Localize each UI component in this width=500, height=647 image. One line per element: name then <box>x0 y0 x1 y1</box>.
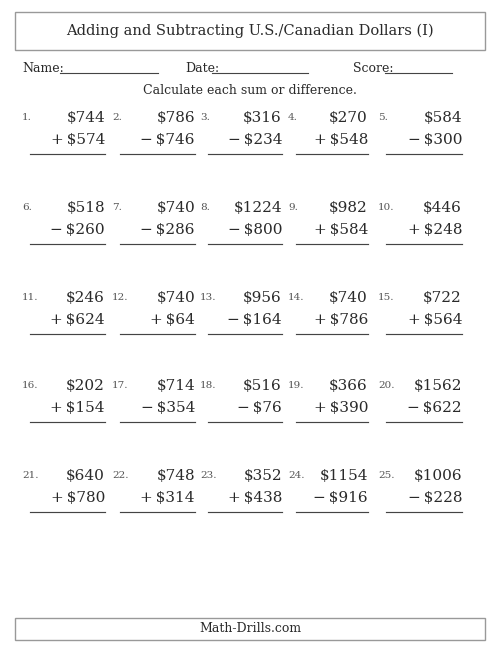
Text: − $622: − $622 <box>408 401 462 415</box>
Text: Date:: Date: <box>185 61 219 74</box>
Text: 3.: 3. <box>200 113 210 122</box>
Text: + $314: + $314 <box>140 491 195 505</box>
Text: + $390: + $390 <box>314 401 368 415</box>
Text: − $234: − $234 <box>228 133 282 147</box>
Text: + $564: + $564 <box>408 313 462 327</box>
Text: 21.: 21. <box>22 472 38 481</box>
Bar <box>15 618 485 640</box>
Text: $584: $584 <box>424 111 462 125</box>
Text: 13.: 13. <box>200 294 216 303</box>
Text: $518: $518 <box>66 201 105 215</box>
Text: $270: $270 <box>329 111 368 125</box>
Text: $1006: $1006 <box>414 469 462 483</box>
Text: $740: $740 <box>156 201 195 215</box>
Text: Math-Drills.com: Math-Drills.com <box>199 622 301 635</box>
Text: 17.: 17. <box>112 382 128 391</box>
Text: − $76: − $76 <box>238 401 282 415</box>
Text: + $780: + $780 <box>50 491 105 505</box>
Text: − $286: − $286 <box>140 223 195 237</box>
Text: 10.: 10. <box>378 204 394 212</box>
Text: 24.: 24. <box>288 472 304 481</box>
Text: 20.: 20. <box>378 382 394 391</box>
Text: 19.: 19. <box>288 382 304 391</box>
Text: − $916: − $916 <box>314 491 368 505</box>
Text: $316: $316 <box>243 111 282 125</box>
Text: − $164: − $164 <box>228 313 282 327</box>
Text: 6.: 6. <box>22 204 32 212</box>
Text: − $228: − $228 <box>408 491 462 505</box>
Text: 23.: 23. <box>200 472 216 481</box>
Text: Calculate each sum or difference.: Calculate each sum or difference. <box>143 83 357 96</box>
Text: $1154: $1154 <box>320 469 368 483</box>
Text: $352: $352 <box>244 469 282 483</box>
Text: 2.: 2. <box>112 113 122 122</box>
Text: $1562: $1562 <box>414 379 462 393</box>
Text: $722: $722 <box>423 291 462 305</box>
Text: + $64: + $64 <box>150 313 195 327</box>
Text: + $438: + $438 <box>228 491 282 505</box>
Text: Score:: Score: <box>353 61 394 74</box>
Text: 1.: 1. <box>22 113 32 122</box>
Text: 5.: 5. <box>378 113 388 122</box>
Text: + $248: + $248 <box>408 223 462 237</box>
Text: $366: $366 <box>329 379 368 393</box>
Text: $246: $246 <box>66 291 105 305</box>
Text: − $800: − $800 <box>228 223 282 237</box>
Text: + $154: + $154 <box>50 401 105 415</box>
Text: 8.: 8. <box>200 204 210 212</box>
Text: − $354: − $354 <box>140 401 195 415</box>
Text: $640: $640 <box>66 469 105 483</box>
Text: 4.: 4. <box>288 113 298 122</box>
Text: 25.: 25. <box>378 472 394 481</box>
Text: Adding and Subtracting U.S./Canadian Dollars (I): Adding and Subtracting U.S./Canadian Dol… <box>66 24 434 38</box>
Text: $982: $982 <box>329 201 368 215</box>
Text: 18.: 18. <box>200 382 216 391</box>
Text: $516: $516 <box>243 379 282 393</box>
Text: + $548: + $548 <box>314 133 368 147</box>
Text: + $574: + $574 <box>50 133 105 147</box>
Text: $1224: $1224 <box>234 201 282 215</box>
Text: 12.: 12. <box>112 294 128 303</box>
Text: + $624: + $624 <box>50 313 105 327</box>
Text: 22.: 22. <box>112 472 128 481</box>
Text: 16.: 16. <box>22 382 38 391</box>
Text: $956: $956 <box>243 291 282 305</box>
Text: $202: $202 <box>66 379 105 393</box>
Text: $740: $740 <box>329 291 368 305</box>
Text: 15.: 15. <box>378 294 394 303</box>
Text: − $746: − $746 <box>140 133 195 147</box>
Text: $786: $786 <box>156 111 195 125</box>
Text: $714: $714 <box>156 379 195 393</box>
Text: 7.: 7. <box>112 204 122 212</box>
Text: 14.: 14. <box>288 294 304 303</box>
Text: 11.: 11. <box>22 294 38 303</box>
Text: − $300: − $300 <box>408 133 462 147</box>
Text: 9.: 9. <box>288 204 298 212</box>
Text: − $260: − $260 <box>50 223 105 237</box>
Text: $744: $744 <box>66 111 105 125</box>
Text: Name:: Name: <box>22 61 64 74</box>
Text: $748: $748 <box>156 469 195 483</box>
Text: + $786: + $786 <box>314 313 368 327</box>
Text: + $584: + $584 <box>314 223 368 237</box>
Bar <box>15 12 485 50</box>
Text: $740: $740 <box>156 291 195 305</box>
Text: $446: $446 <box>423 201 462 215</box>
